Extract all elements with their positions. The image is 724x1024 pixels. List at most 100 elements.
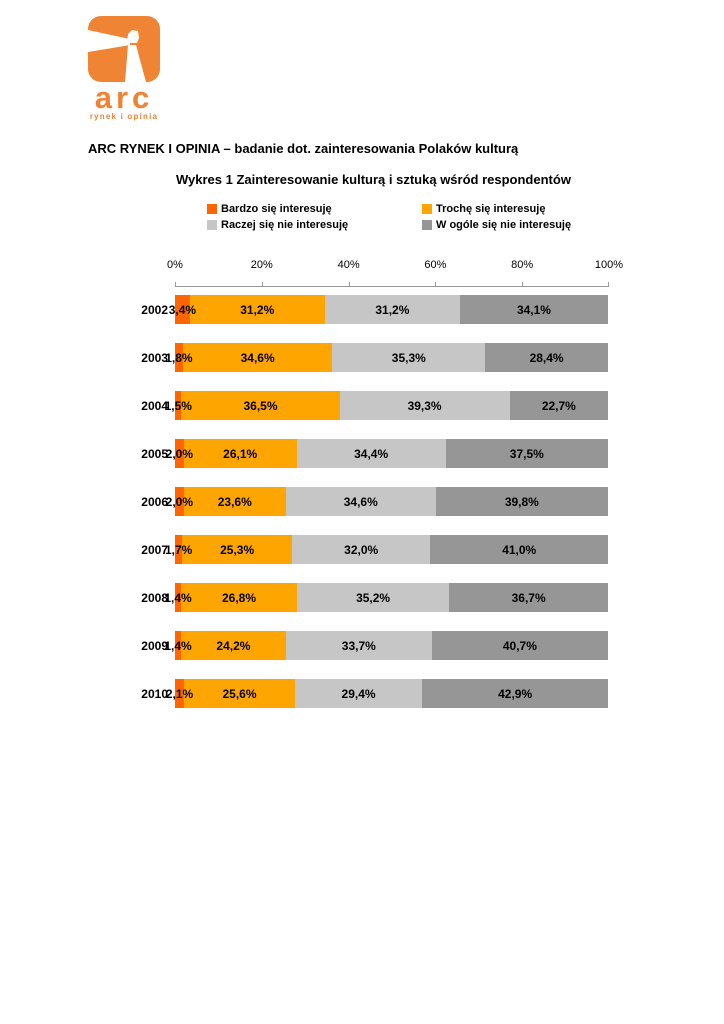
chart-row: 2005 2,0% 26,1% 34,4% 37,5% (115, 439, 609, 468)
legend-label: Trochę się interesuję (436, 203, 546, 215)
x-axis-tick-label: 20% (250, 259, 273, 271)
legend-item: Bardzo się interesuję (207, 203, 422, 215)
lighthouse-icon (88, 16, 160, 82)
bar-value-label: 34,6% (343, 494, 378, 509)
bar-value-label: 22,7% (541, 398, 576, 413)
x-axis-tick-mark (261, 282, 263, 286)
category-label: 2009 (141, 638, 168, 653)
stacked-bar: 2,0% 26,1% 34,4% 37,5% (166, 439, 608, 468)
bar-segment: 25,6% (184, 679, 295, 708)
chart-legend: Bardzo się interesuję Trochę się interesu… (207, 203, 571, 231)
bar-value-label: 1,4% (164, 590, 192, 605)
bar-value-label: 35,3% (391, 350, 426, 365)
bar-segment: 31,2% (189, 295, 325, 324)
bar-value-label: 34,4% (354, 446, 389, 461)
bar-segment: 23,6% (183, 487, 286, 516)
bar-value-label: 1,7% (165, 542, 193, 557)
legend-swatch-icon (422, 204, 432, 214)
bar-value-label: 42,9% (498, 686, 533, 701)
x-axis-tick-mark (608, 282, 609, 286)
bar-segment: 34,6% (182, 343, 333, 372)
bar-value-label: 39,8% (504, 494, 539, 509)
bar-value-label: 26,1% (223, 446, 258, 461)
logo: arc rynek i opinia (84, 14, 164, 121)
bar-value-label: 40,7% (502, 638, 537, 653)
stacked-bar: 1,5% 36,5% 39,3% 22,7% (165, 391, 608, 420)
bar-segment: 25,3% (182, 535, 292, 564)
bar-segment: 26,1% (183, 439, 297, 468)
x-axis-tick-label: 100% (594, 259, 624, 271)
bar-segment: 40,7% (431, 631, 608, 660)
bar-segment: 36,7% (449, 583, 608, 612)
legend-item: Trochę się interesuję (422, 203, 571, 215)
logo-tagline: rynek i opinia (89, 112, 159, 121)
chart-row: 2003 1,8% 34,6% 35,3% 28,4% (115, 343, 609, 372)
x-axis-tick-mark (522, 282, 524, 286)
bar-segment: 1,4% (164, 631, 192, 660)
bar-value-label: 37,5% (509, 446, 544, 461)
bar-value-label: 39,3% (407, 398, 442, 413)
stacked-bar: 2,1% 25,6% 29,4% 42,9% (166, 679, 608, 708)
bar-value-label: 25,6% (222, 686, 257, 701)
bar-segment: 31,2% (324, 295, 460, 324)
bar-segment: 32,0% (291, 535, 431, 564)
bar-value-label: 36,5% (243, 398, 278, 413)
chart-row: 2002 3,4% 31,2% 31,2% 34,1% (115, 295, 609, 324)
legend-item: W ogóle się nie interesuję (422, 219, 571, 231)
bar-value-label: 2,0% (165, 446, 194, 461)
legend-label: Raczej się nie interesuję (221, 219, 349, 231)
bar-value-label: 41,0% (502, 542, 537, 557)
bar-value-label: 24,2% (216, 638, 251, 653)
x-axis-tick-label: 40% (337, 259, 360, 271)
legend-swatch-icon (422, 220, 432, 230)
x-axis-tick-label: 0% (167, 259, 183, 271)
x-axis-tick-label: 60% (424, 259, 447, 271)
bar-value-label: 31,2% (375, 302, 410, 317)
chart-rows: 2002 3,4% 31,2% 31,2% 34,1% 2003 1,8% 34,6% 35,3… (115, 295, 609, 727)
bar-value-label: 1,5% (164, 398, 192, 413)
bar-segment: 34,1% (459, 295, 608, 324)
bar-segment: 2,1% (166, 679, 193, 708)
legend-label: W ogóle się nie interesuję (436, 219, 572, 231)
bar-segment: 29,4% (294, 679, 423, 708)
bar-segment: 33,7% (285, 631, 432, 660)
category-label: 2002 (141, 302, 168, 317)
stacked-bar: 3,4% 31,2% 31,2% 34,1% (169, 295, 608, 324)
bar-value-label: 23,6% (217, 494, 252, 509)
bar-segment: 2,0% (166, 487, 193, 516)
bar-segment: 28,4% (485, 343, 609, 372)
category-label: 2004 (141, 398, 168, 413)
x-axis-tick-mark (175, 282, 176, 286)
x-axis-tick-mark (435, 282, 437, 286)
chart-row: 2010 2,1% 25,6% 29,4% 42,9% (115, 679, 609, 708)
legend-swatch-icon (207, 204, 217, 214)
bar-value-label: 32,0% (344, 542, 379, 557)
bar-value-label: 36,7% (511, 590, 546, 605)
stacked-bar: 1,7% 25,3% 32,0% 41,0% (165, 535, 608, 564)
chart-row: 2006 2,0% 23,6% 34,6% 39,8% (115, 487, 609, 516)
bar-segment: 39,3% (339, 391, 510, 420)
x-axis-tick-label: 80% (511, 259, 534, 271)
bar-segment: 39,8% (435, 487, 608, 516)
category-label: 2005 (141, 446, 168, 461)
stacked-bar: 2,0% 23,6% 34,6% 39,8% (166, 487, 608, 516)
bar-segment: 35,2% (296, 583, 450, 612)
bar-segment: 1,4% (164, 583, 192, 612)
bar-segment: 3,4% (169, 295, 196, 324)
bar-segment: 2,0% (166, 439, 193, 468)
legend-swatch-icon (207, 220, 217, 230)
bar-segment: 34,4% (296, 439, 446, 468)
bar-value-label: 29,4% (341, 686, 376, 701)
stacked-bar: 1,4% 26,8% 35,2% 36,7% (164, 583, 608, 612)
legend-label: Bardzo się interesuję (221, 203, 332, 215)
logo-wordmark: arc (94, 80, 154, 115)
category-label: 2006 (141, 494, 168, 509)
bar-segment: 1,5% (165, 391, 192, 420)
category-label: 2007 (141, 542, 168, 557)
x-axis-labels: 0% 20% 40% 60% 80% 100% (167, 259, 623, 273)
bar-value-label: 26,8% (221, 590, 257, 605)
bar-segment: 42,9% (422, 679, 608, 708)
bar-value-label: 34,6% (240, 350, 275, 365)
bar-segment: 1,7% (165, 535, 192, 564)
